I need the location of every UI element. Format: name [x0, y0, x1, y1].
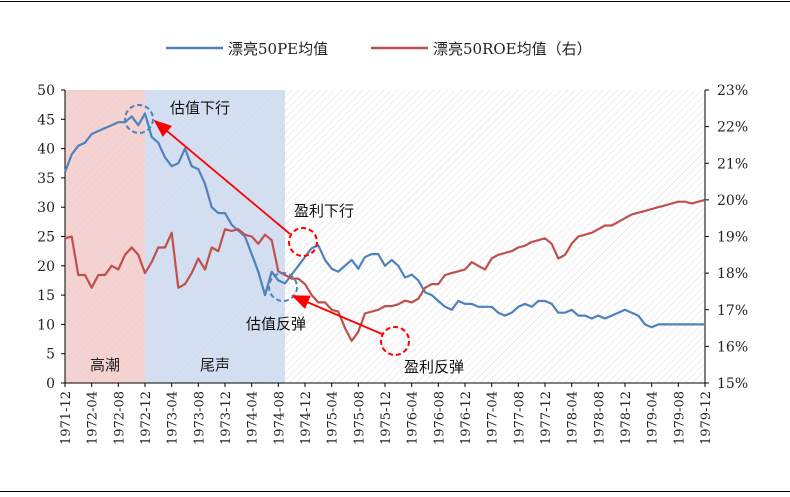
left-y-ticks: 0 5 10 15 20 25 30 35 40 45 50 [37, 83, 65, 392]
top-rule [0, 1, 790, 2]
x-tick-label: 1974-12 [299, 391, 314, 445]
region-climax-label: 高潮 [90, 356, 120, 374]
bottom-rule [0, 491, 790, 492]
x-tick-label: 1978-04 [566, 391, 581, 445]
x-tick-label: 1975-12 [379, 391, 394, 445]
left-y-tick-label: 10 [37, 317, 55, 333]
x-tick-label: 1976-04 [406, 391, 421, 445]
x-tick-label: 1975-04 [326, 391, 341, 445]
right-y-tick-label: 19% [717, 230, 748, 246]
series-roe-line [64, 198, 706, 342]
left-y-tick-label: 35 [37, 171, 55, 187]
right-y-tick-label: 20% [717, 193, 748, 209]
right-y-tick-label: 22% [717, 120, 748, 136]
legend-pe-label: 漂亮50PE均值 [228, 40, 328, 58]
legend-roe-label: 漂亮50ROE均值（右） [433, 40, 592, 58]
x-tick-label: 1974-08 [272, 391, 287, 445]
region-tail [145, 90, 285, 383]
right-y-tick-label: 23% [717, 83, 748, 99]
x-tick-label: 1972-08 [112, 391, 127, 445]
x-tick-label: 1977-08 [512, 391, 527, 445]
x-tick-label: 1979-04 [646, 391, 661, 445]
arrow-to-valuation-down [153, 119, 291, 235]
x-tick-label: 1972-12 [139, 391, 154, 445]
x-tick-label: 1973-12 [219, 391, 234, 445]
x-tick-label: 1973-04 [166, 391, 181, 445]
right-y-tick-label: 15% [717, 376, 748, 392]
series-pe-line [63, 112, 705, 329]
right-y-tick-label: 16% [717, 339, 748, 355]
x-ticks: 1971-12 1972-04 1972-08 1972-12 1973-04 1973-… [59, 383, 714, 445]
left-y-tick-label: 50 [37, 83, 55, 99]
left-y-tick-label: 45 [37, 112, 55, 128]
region-tail-label: 尾声 [200, 356, 230, 374]
left-y-tick-label: 15 [37, 288, 55, 304]
right-y-ticks: 15% 16% 17% 18% 19% 20% 21% 22% 23% [705, 83, 748, 392]
x-tick-label: 1978-08 [592, 391, 607, 445]
right-y-tick-label: 18% [717, 266, 748, 282]
x-tick-label: 1979-08 [672, 391, 687, 445]
x-tick-label: 1979-12 [699, 391, 714, 445]
annotation-valuation-rebound: 估值反弹 [246, 315, 306, 333]
circle-valuation-rebound [268, 272, 298, 302]
left-y-tick-label: 30 [37, 200, 55, 216]
left-y-tick-label: 40 [37, 142, 55, 158]
right-y-tick-label: 17% [717, 303, 748, 319]
left-y-tick-label: 20 [37, 259, 55, 275]
x-tick-label: 1972-04 [86, 391, 101, 445]
x-tick-label: 1976-12 [459, 391, 474, 445]
x-tick-label: 1975-08 [352, 391, 367, 445]
circle-earnings-down [288, 227, 318, 257]
annotation-valuation-down: 估值下行 [170, 99, 230, 117]
annotation-earnings-down: 盈利下行 [294, 202, 354, 220]
x-tick-label: 1977-04 [486, 391, 501, 445]
annotation-earnings-rebound: 盈利反弹 [404, 358, 464, 376]
x-tick-label: 1973-08 [192, 391, 207, 445]
arrow-to-valuation-rebound [291, 295, 383, 335]
left-y-tick-label: 25 [37, 230, 55, 246]
region-climax [65, 90, 145, 383]
x-tick-label: 1977-12 [539, 391, 554, 445]
left-y-tick-label: 0 [46, 376, 55, 392]
circle-earnings-rebound [380, 326, 410, 356]
x-tick-label: 1971-12 [59, 391, 74, 445]
x-tick-label: 1978-12 [619, 391, 634, 445]
legend: 漂亮50PE均值 漂亮50ROE均值（右） [166, 40, 592, 58]
x-tick-label: 1974-04 [246, 391, 261, 445]
x-tick-label: 1976-08 [432, 391, 447, 445]
circle-valuation-peak [124, 104, 154, 134]
left-y-tick-label: 5 [46, 347, 55, 363]
right-y-tick-label: 21% [717, 156, 748, 172]
